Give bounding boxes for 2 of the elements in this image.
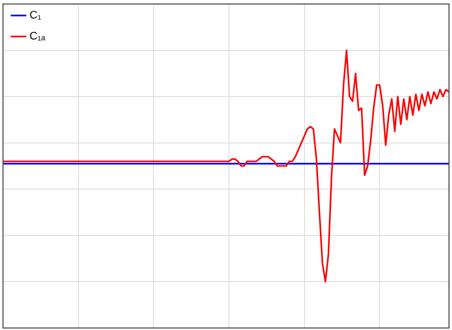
legend-label: C₁ (30, 10, 42, 22)
legend-label: C₁ₐ (30, 30, 46, 43)
